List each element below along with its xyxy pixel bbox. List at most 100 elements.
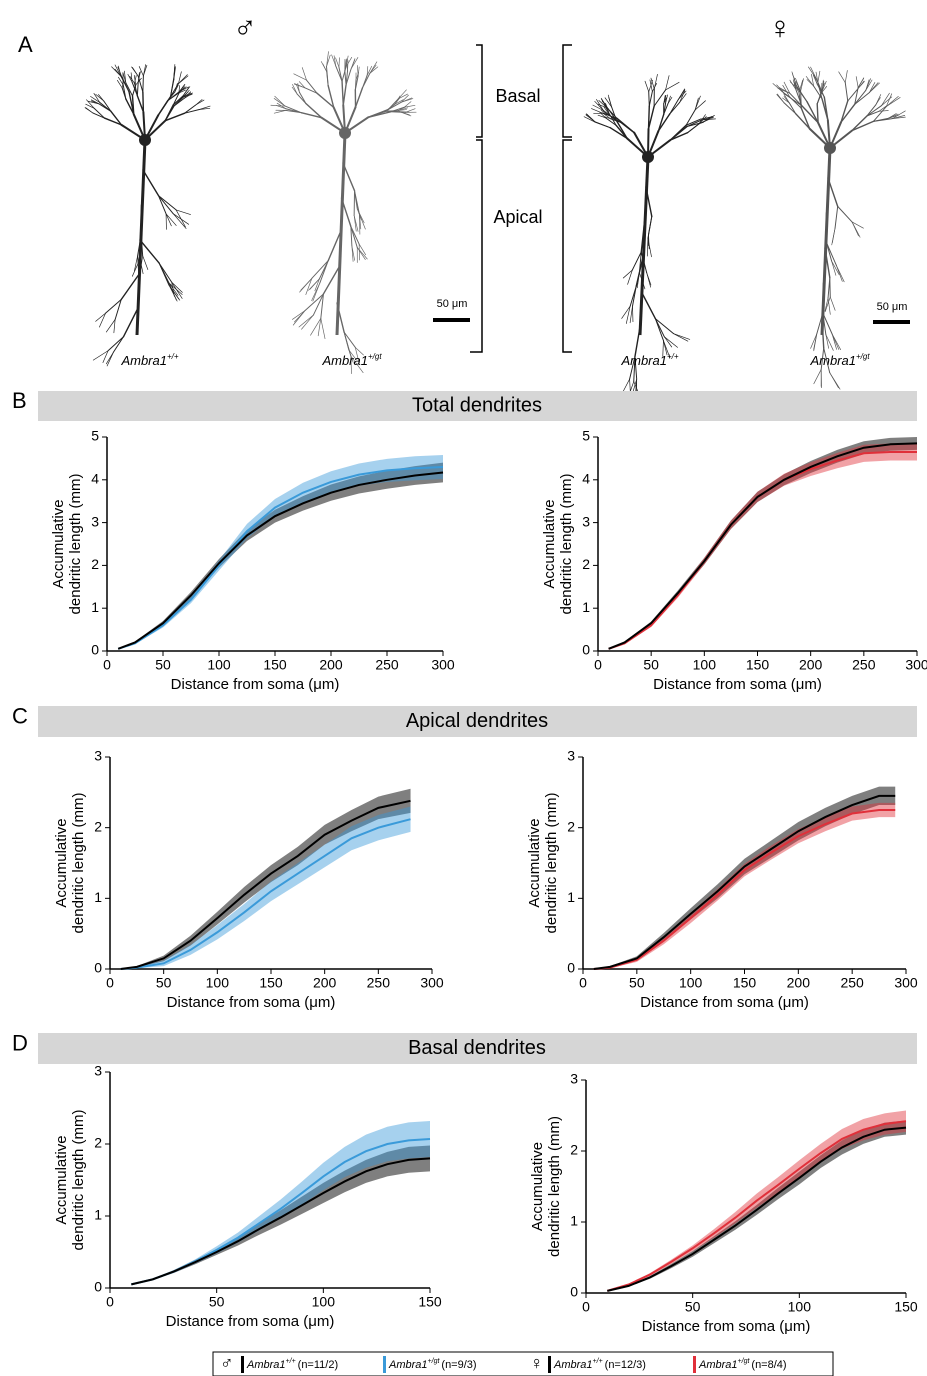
y-tick-label: 2 (570, 1142, 578, 1158)
dendrite (654, 318, 664, 342)
dendrite (91, 100, 100, 105)
legend-label: Ambra1+/+ (n=11/2) (246, 1358, 338, 1371)
x-tick-label: 50 (155, 657, 171, 673)
y-axis-title: dendritic length (mm) (70, 793, 87, 934)
x-tick-label: 50 (629, 975, 645, 991)
dendrite (102, 350, 109, 363)
dendrite (170, 78, 175, 98)
dendrite (640, 291, 657, 320)
x-tick-label: 300 (420, 975, 444, 991)
dendrite (105, 319, 116, 333)
y-tick-label: 0 (91, 642, 99, 658)
error-band (118, 454, 443, 650)
dendrite (122, 309, 138, 338)
x-tick-label: 300 (431, 657, 455, 673)
y-tick-label: 2 (582, 556, 590, 572)
dendrite (142, 75, 144, 93)
dendrite (397, 109, 407, 111)
dendrite (831, 260, 837, 276)
y-tick-label: 1 (582, 599, 590, 615)
dendrite (823, 347, 831, 374)
dendrite (829, 372, 839, 389)
genotype: +/+ (167, 352, 179, 361)
dendrite (336, 302, 345, 333)
dendrite (669, 124, 687, 141)
dendrite (857, 80, 865, 90)
dendrite (168, 284, 178, 302)
legend-label: Ambra1+/gt (n=8/4) (698, 1358, 787, 1371)
x-tick-label: 100 (788, 1299, 812, 1315)
dendrite (298, 314, 314, 328)
dendrite (90, 96, 101, 103)
x-tick-label: 250 (375, 657, 399, 673)
dendrite (875, 94, 882, 106)
dendrite (822, 312, 827, 336)
line (117, 465, 444, 650)
legend-symbol: ♀ (530, 1353, 544, 1373)
dendrite (305, 79, 318, 94)
line (593, 809, 896, 970)
dendrite (851, 221, 861, 238)
dendrite (679, 90, 686, 103)
dendrite (594, 121, 611, 129)
dendrite (335, 65, 343, 82)
dendrite (662, 340, 664, 357)
dendrite (866, 110, 880, 117)
section-title: Basal dendrites (408, 1037, 546, 1059)
section-bar (38, 706, 917, 737)
dendrite (125, 98, 135, 116)
dendrite (384, 103, 396, 112)
dendrite (309, 278, 320, 290)
y-tick-label: 2 (567, 818, 575, 834)
dendrite (359, 213, 362, 230)
dendrite (127, 73, 133, 83)
dendrite (665, 94, 668, 104)
dendrite (320, 293, 324, 319)
dendrite (663, 340, 671, 359)
y-axis-title: dendritic length (mm) (67, 474, 84, 615)
dendrite (885, 93, 893, 107)
dendrite (795, 113, 811, 130)
dendrite (616, 117, 635, 134)
y-tick-label: 1 (94, 889, 102, 905)
dendrite (648, 91, 653, 107)
dendrite (158, 262, 173, 283)
legend-genotype: +/gt (428, 1358, 441, 1365)
dendrite (142, 255, 149, 270)
image-label: Ambra1+/+ (120, 352, 178, 368)
dendrite (143, 64, 148, 77)
dendrite (601, 100, 609, 109)
y-tick-label: 3 (567, 748, 575, 764)
dendrite (887, 113, 899, 119)
dendrite (401, 98, 414, 103)
dendrite (854, 86, 859, 105)
dendrite (114, 64, 122, 77)
dendrite (354, 190, 360, 215)
dendrite (168, 282, 179, 296)
dendrite (178, 71, 182, 85)
dendrite (326, 54, 331, 68)
dendrite (301, 67, 307, 81)
dendrite (327, 84, 335, 109)
genotype-name: Ambra1 (809, 353, 856, 368)
dendrite (165, 213, 172, 227)
genotype: +/gt (368, 352, 382, 361)
dendrite (316, 92, 335, 109)
dendrite (820, 347, 825, 370)
x-tick-label: 150 (259, 975, 283, 991)
dendrite (844, 70, 848, 83)
image-label: Ambra1+/+ (620, 352, 678, 368)
dendrite (182, 94, 193, 98)
legend-n: (n=11/2) (298, 1359, 338, 1371)
dendrite (585, 113, 596, 123)
dendrite (673, 333, 691, 340)
x-tick-label: 50 (643, 657, 659, 673)
dendrite (350, 355, 364, 374)
dendrite (847, 88, 859, 102)
dendrite (865, 79, 870, 91)
x-tick-label: 200 (319, 657, 343, 673)
y-tick-label: 4 (582, 471, 590, 487)
dendrite (344, 58, 348, 71)
dendrite (827, 177, 839, 208)
dendrite (369, 66, 379, 74)
